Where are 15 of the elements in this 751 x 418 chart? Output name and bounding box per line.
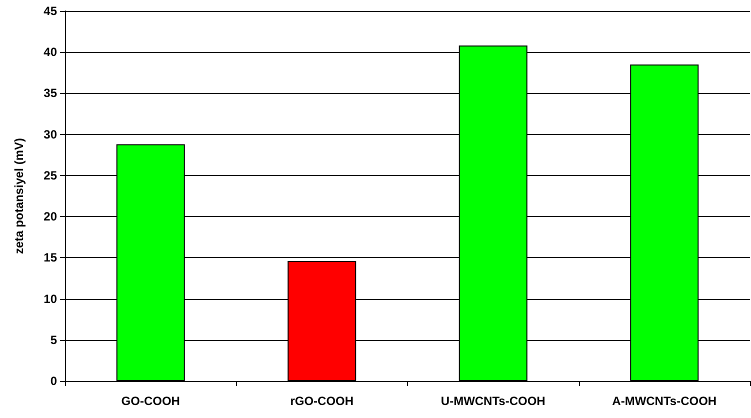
x-tick-label: A-MWCNTs-COOH	[612, 394, 717, 408]
y-tick-label: 25	[44, 168, 58, 182]
y-tick-label: 30	[44, 127, 58, 142]
x-tick-label: rGO-COOH	[290, 394, 354, 408]
x-tick-label: U-MWCNTs-COOH	[440, 394, 546, 408]
y-tick-label: 45	[44, 4, 58, 18]
y-tick-label: 15	[44, 250, 58, 265]
y-tick-label: 5	[50, 332, 58, 347]
y-tick-label: 20	[44, 210, 58, 224]
x-tick-label: GO-COOH	[121, 394, 180, 408]
y-tick-label: 10	[44, 292, 58, 306]
y-tick-label: 0	[50, 374, 58, 388]
y-axis-title: zeta potansiyel (mV)	[12, 138, 26, 254]
y-tick-label: 40	[44, 45, 58, 60]
y-tick-label: 35	[44, 86, 58, 100]
